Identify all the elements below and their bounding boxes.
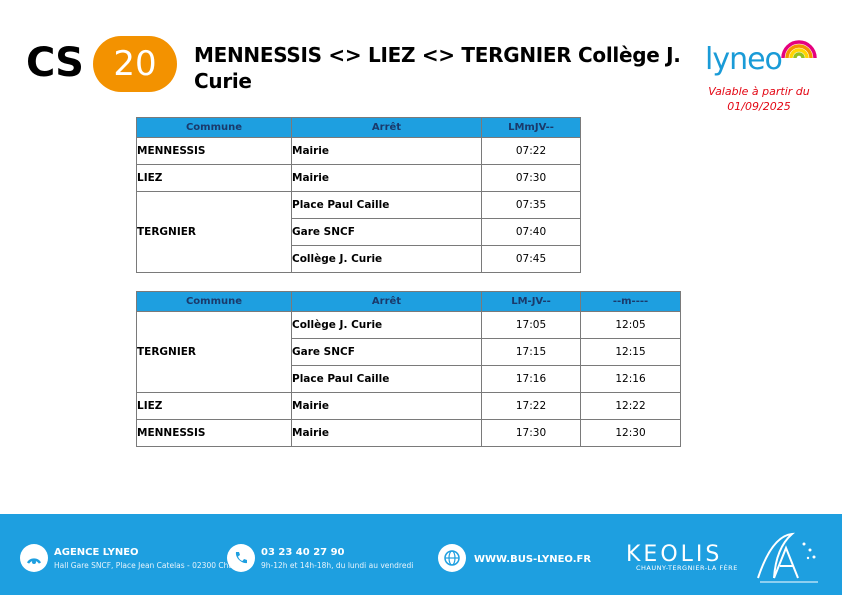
afternoon-timetable: Commune Arrêt LM-JV-- --m---- TERGNIER C… — [136, 291, 681, 447]
table-row: Place Paul Caille 17:16 12:16 — [137, 365, 681, 393]
morning-timetable: Commune Arrêt LMmJV-- MENNESSIS Mairie 0… — [136, 117, 581, 273]
table-row: Collège J. Curie 07:45 — [137, 245, 581, 273]
stop-cell: Place Paul Caille — [291, 365, 482, 393]
line-number: 20 — [113, 44, 157, 84]
commune-cell: LIEZ — [136, 164, 292, 192]
logo-text: lyneo — [705, 42, 783, 77]
time-cell: 07:22 — [481, 137, 581, 165]
phone-hours: 9h-12h et 14h-18h, du lundi au vendredi — [261, 561, 414, 570]
keolis-subtitle: CHAUNY-TERGNIER-LA FÈRE — [636, 564, 738, 572]
table-header-row: Commune Arrêt LMmJV-- — [136, 117, 581, 138]
column-header: LMmJV-- — [481, 117, 581, 138]
stop-cell: Mairie — [291, 419, 482, 447]
page-header: CS 20 MENNESSIS <> LIEZ <> TERGNIER Coll… — [0, 0, 842, 120]
stop-cell: Collège J. Curie — [291, 311, 482, 339]
time-cell: 12:30 — [580, 419, 681, 447]
commune-cell: TERGNIER — [136, 311, 292, 393]
column-header: Arrêt — [291, 117, 482, 138]
line-number-badge: 20 — [93, 36, 177, 92]
stop-cell: Gare SNCF — [291, 338, 482, 366]
time-cell: 07:45 — [481, 245, 581, 273]
time-cell: 17:30 — [481, 419, 581, 447]
phone-icon — [227, 544, 255, 572]
network-code: CS — [26, 40, 84, 86]
stop-cell: Mairie — [291, 137, 482, 165]
globe-icon — [438, 544, 466, 572]
lyneo-logo: lyneo — [705, 18, 820, 78]
column-header: Arrêt — [291, 291, 482, 312]
table-row: MENNESSIS Mairie 17:30 12:30 — [136, 419, 681, 447]
table-header-row: Commune Arrêt LM-JV-- --m---- — [136, 291, 681, 312]
stop-cell: Mairie — [291, 392, 482, 420]
column-header: --m---- — [580, 291, 681, 312]
keolis-logo: KEOLIS — [626, 542, 723, 567]
time-cell: 07:40 — [481, 218, 581, 246]
column-header: Commune — [136, 117, 292, 138]
time-cell: 17:22 — [481, 392, 581, 420]
table-row: TERGNIER Place Paul Caille 07:35 — [136, 191, 581, 273]
time-cell: 07:35 — [481, 191, 581, 219]
commune-cell: MENNESSIS — [136, 137, 292, 165]
table-row: LIEZ Mairie 07:30 — [136, 164, 581, 192]
column-header: LM-JV-- — [481, 291, 581, 312]
stop-cell: Mairie — [291, 164, 482, 192]
rainbow-arcs-icon — [781, 40, 817, 59]
time-cell: 12:22 — [580, 392, 681, 420]
agency-title: AGENCE LYNEO — [54, 547, 139, 558]
commune-cell: TERGNIER — [136, 191, 292, 273]
route-title: MENNESSIS <> LIEZ <> TERGNIER Collège J.… — [194, 43, 681, 93]
stop-cell: Collège J. Curie — [291, 245, 482, 273]
phone-number[interactable]: 03 23 40 27 90 — [261, 547, 345, 558]
lyneo-badge-icon — [20, 544, 48, 572]
time-cell: 17:05 — [481, 311, 581, 339]
website-link[interactable]: WWW.BUS-LYNEO.FR — [474, 554, 592, 565]
time-cell: 12:05 — [580, 311, 681, 339]
time-cell: 12:15 — [580, 338, 681, 366]
time-cell: 07:30 — [481, 164, 581, 192]
time-cell: 17:16 — [481, 365, 581, 393]
stop-cell: Place Paul Caille — [291, 191, 482, 219]
table-row: LIEZ Mairie 17:22 12:22 — [136, 392, 681, 420]
table-row: TERGNIER Collège J. Curie 17:05 12:05 — [136, 311, 681, 393]
commune-cell: MENNESSIS — [136, 419, 292, 447]
table-row: Gare SNCF 07:40 — [137, 218, 581, 246]
agglomeration-logo — [757, 532, 818, 583]
column-header: Commune — [136, 291, 292, 312]
table-row: MENNESSIS Mairie 07:22 — [136, 137, 581, 165]
validity-date: Valable à partir du 01/09/2025 — [708, 85, 810, 113]
time-cell: 12:16 — [580, 365, 681, 393]
page-footer: AGENCE LYNEO Hall Gare SNCF, Place Jean … — [0, 514, 842, 595]
commune-cell: LIEZ — [136, 392, 292, 420]
stop-cell: Gare SNCF — [291, 218, 482, 246]
table-row: Gare SNCF 17:15 12:15 — [137, 338, 681, 366]
time-cell: 17:15 — [481, 338, 581, 366]
agency-address: Hall Gare SNCF, Place Jean Catelas - 023… — [54, 561, 247, 570]
